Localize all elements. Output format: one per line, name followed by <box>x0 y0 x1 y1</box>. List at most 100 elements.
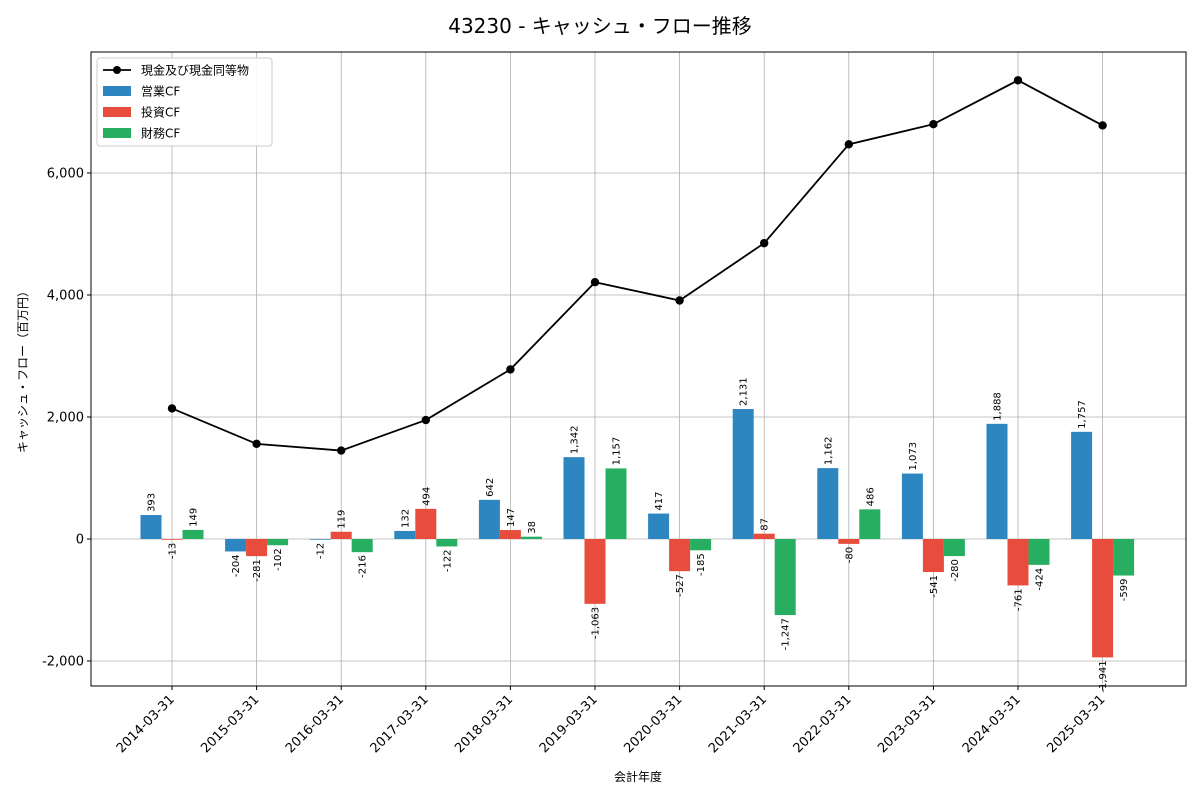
legend-label: 営業CF <box>141 85 180 99</box>
bar-2-2021-03-31 <box>753 533 775 539</box>
legend-swatch <box>103 86 131 96</box>
y-tick-label: 2,000 <box>47 411 84 426</box>
grid-layer <box>91 52 1186 686</box>
data-label: 149 <box>189 508 200 527</box>
data-label: -541 <box>929 575 940 598</box>
data-label: -80 <box>844 547 855 563</box>
cash-point-2018-03-31 <box>506 365 515 374</box>
x-tick-label: 2025-03-31 <box>1044 692 1108 756</box>
bar-3-2018-03-31 <box>520 536 542 539</box>
data-label: 1,342 <box>570 425 581 454</box>
cash-point-2015-03-31 <box>252 439 261 449</box>
bar-1-2020-03-31 <box>648 513 670 539</box>
bar-1-2024-03-31 <box>986 423 1008 539</box>
cash-point-2014-03-31 <box>167 404 177 413</box>
bar-1-2023-03-31 <box>901 473 923 539</box>
data-label: 87 <box>760 518 771 531</box>
x-tick-label: 2016-03-31 <box>283 692 347 756</box>
legend-label: 財務CF <box>141 126 180 141</box>
legend-marker <box>113 66 121 74</box>
cash-point-2023-03-31 <box>929 120 938 129</box>
data-label: 494 <box>421 487 432 506</box>
cash-point-2016-03-31 <box>337 446 346 455</box>
y-tick-label: 0 <box>76 533 84 548</box>
data-label: -122 <box>442 549 453 572</box>
x-tick-label: 2019-03-31 <box>537 692 601 756</box>
bar-3-2022-03-31 <box>859 509 881 539</box>
bar-2-2020-03-31 <box>669 539 691 572</box>
data-label: -527 <box>675 574 686 597</box>
y-axis-label: キャッシュ・フロー（百万円） <box>16 285 30 453</box>
data-label: -424 <box>1035 568 1046 591</box>
legend-label: 現金及び現金同等物 <box>141 63 249 78</box>
x-tick-label: 2018-03-31 <box>452 692 516 756</box>
bar-3-2014-03-31 <box>182 529 204 539</box>
y-tick-label: 6,000 <box>47 167 84 182</box>
bar-3-2015-03-31 <box>267 539 289 546</box>
bar-1-2021-03-31 <box>732 409 754 539</box>
bar-1-2019-03-31 <box>563 457 585 539</box>
bar-3-2017-03-31 <box>436 539 458 547</box>
x-tick-label: 2021-03-31 <box>706 692 770 756</box>
bar-1-2014-03-31 <box>140 515 162 539</box>
legend-label: 投資CF <box>141 105 180 120</box>
x-axis-label: 会計年度 <box>614 769 662 784</box>
bar-3-2024-03-31 <box>1028 539 1050 565</box>
line-layer <box>167 76 1107 455</box>
bar-3-2021-03-31 <box>774 539 796 616</box>
data-label: -102 <box>273 548 284 571</box>
chart-title: 43230 - キャッシュ・フロー推移 <box>448 14 752 38</box>
data-label: 1,157 <box>612 437 623 466</box>
bar-2-2016-03-31 <box>330 531 352 539</box>
bar-2-2018-03-31 <box>499 530 521 539</box>
data-label: -12 <box>316 543 327 559</box>
data-label: 393 <box>147 493 158 512</box>
bar-3-2019-03-31 <box>605 468 627 539</box>
bar-1-2017-03-31 <box>394 530 416 539</box>
data-label: -1,247 <box>781 618 792 650</box>
data-label: 1,888 <box>993 392 1004 421</box>
data-label: 119 <box>337 510 348 529</box>
cash-point-2020-03-31 <box>675 296 684 305</box>
bar-2-2014-03-31 <box>161 539 183 540</box>
bar-2-2017-03-31 <box>415 508 437 539</box>
bar-2-2023-03-31 <box>922 539 944 573</box>
data-label: -1,941 <box>1098 660 1109 692</box>
x-tick-label: 2023-03-31 <box>875 692 939 756</box>
bar-3-2023-03-31 <box>943 539 965 557</box>
data-label: -599 <box>1119 579 1130 602</box>
x-tick-label: 2017-03-31 <box>368 692 432 756</box>
bar-3-2016-03-31 <box>351 539 373 553</box>
data-label: 1,757 <box>1077 400 1088 429</box>
plot-frame <box>90 51 1187 687</box>
cash-point-2021-03-31 <box>760 238 769 248</box>
data-label: -216 <box>358 555 369 578</box>
data-label: 132 <box>400 509 411 528</box>
data-label: 486 <box>865 487 876 506</box>
data-label: 38 <box>527 521 538 534</box>
bar-1-2022-03-31 <box>817 468 839 539</box>
cash-point-2025-03-31 <box>1098 121 1107 130</box>
data-label: 1,162 <box>823 436 834 465</box>
bars-layer <box>140 409 1135 658</box>
cash-equivalents-line <box>171 79 1104 452</box>
cash-point-2022-03-31 <box>844 140 853 149</box>
bar-2-2022-03-31 <box>838 539 860 544</box>
cash-point-2017-03-31 <box>421 415 430 425</box>
data-label: -281 <box>252 559 263 582</box>
x-tick-label: 2022-03-31 <box>791 692 855 756</box>
bar-1-2016-03-31 <box>309 539 331 540</box>
data-label: 642 <box>485 478 496 497</box>
x-tick-label: 2020-03-31 <box>621 692 685 756</box>
bar-1-2025-03-31 <box>1071 431 1093 539</box>
data-label: 417 <box>654 491 665 510</box>
legend-box <box>96 57 273 147</box>
data-label: 2,131 <box>739 377 750 406</box>
data-label: 1,073 <box>908 442 919 471</box>
x-tick-label: 2024-03-31 <box>960 692 1024 756</box>
data-label: -13 <box>168 543 179 559</box>
bar-2-2015-03-31 <box>246 539 268 557</box>
data-label: -204 <box>231 554 242 577</box>
